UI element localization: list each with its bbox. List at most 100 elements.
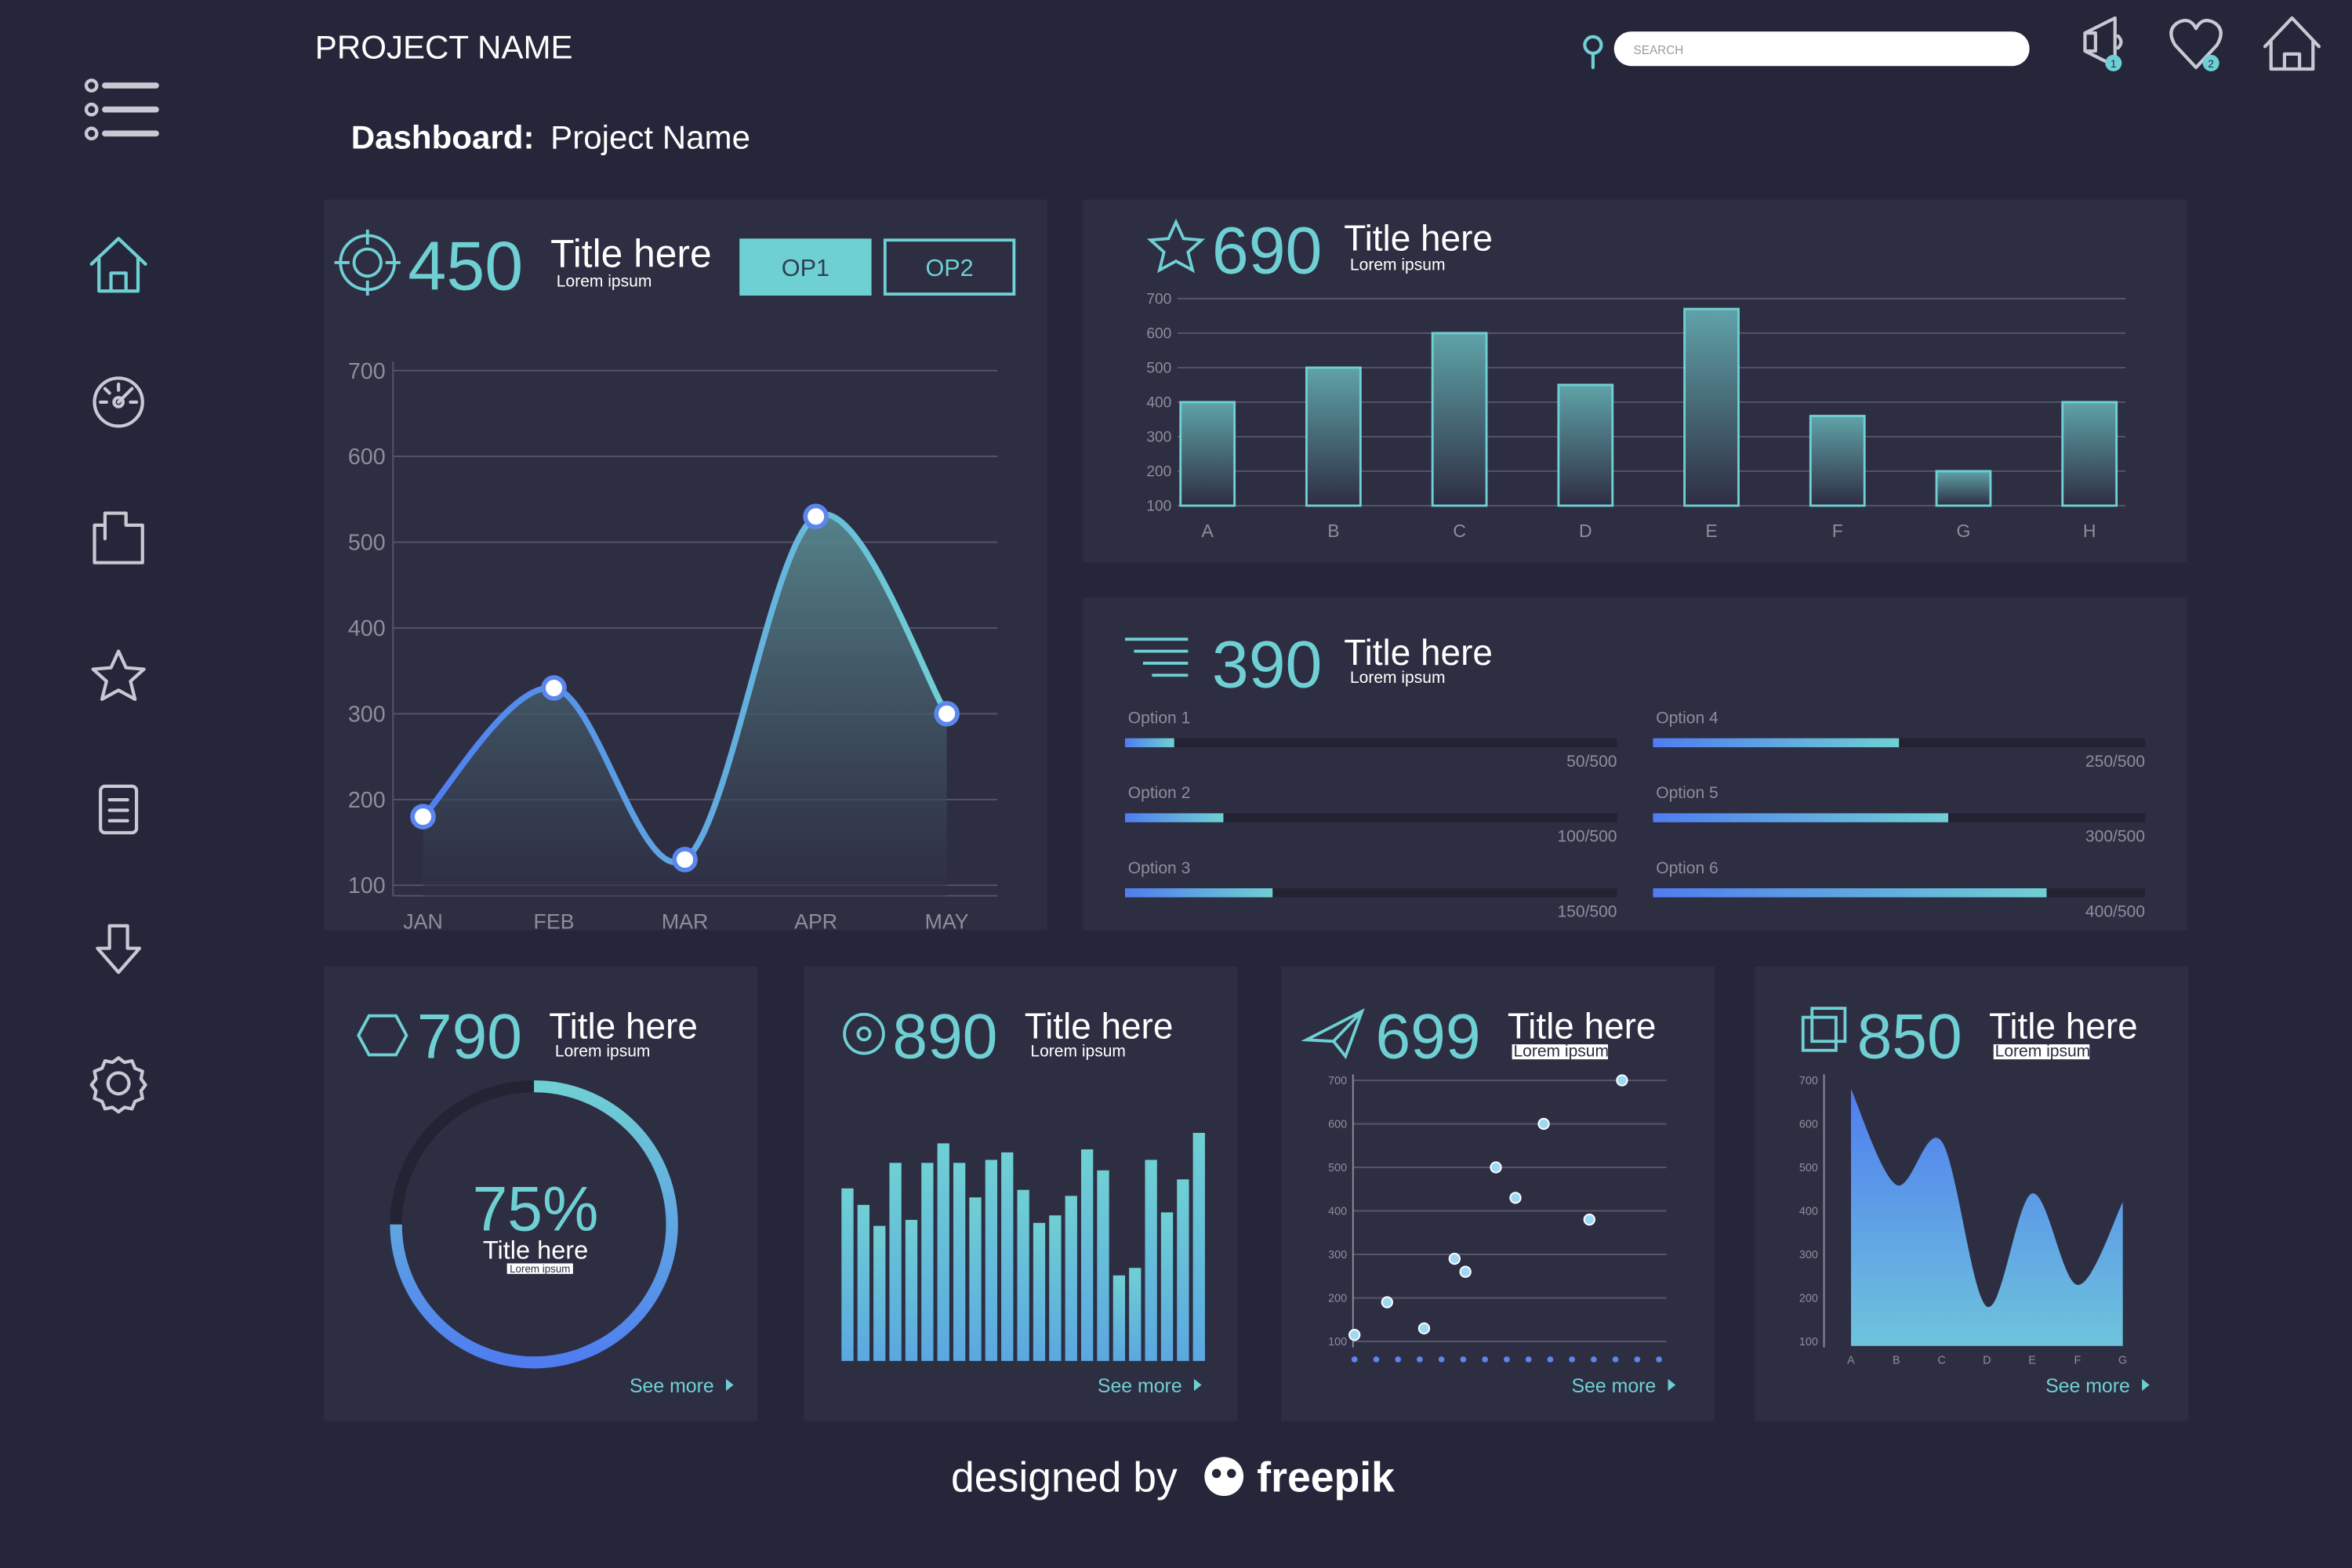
kpi-value: 390 [1212, 628, 1322, 702]
favorites-nav-icon[interactable] [91, 649, 146, 701]
option-button[interactable] [739, 238, 872, 296]
card-title: Title here [1989, 1005, 2138, 1046]
point [1509, 1192, 1522, 1204]
card-subtitle: Lorem ipsum [1030, 1042, 1126, 1060]
point [1448, 1252, 1461, 1265]
kpi-value: 850 [1857, 1001, 1962, 1072]
y-tick-label: 100 [1146, 499, 1171, 515]
kpi-value: 890 [892, 1001, 997, 1072]
progress-value: 300/500 [2085, 828, 2145, 846]
x-tick-dot [1351, 1356, 1358, 1363]
x-tick-label: E [2028, 1355, 2036, 1367]
y-tick-label: 400 [1328, 1206, 1347, 1218]
progress-bar [1124, 738, 1174, 748]
y-tick-label: 200 [348, 788, 386, 813]
donut-subtitle: Lorem ipsum [510, 1263, 570, 1275]
menu-icon[interactable] [84, 78, 159, 141]
progress-bar [1653, 813, 1948, 822]
dashboard-nav-icon[interactable] [93, 376, 144, 428]
search-placeholder: SEARCH [1634, 44, 1684, 57]
donut-arc [390, 1080, 678, 1369]
point [1616, 1074, 1628, 1087]
area [1850, 1089, 2123, 1346]
footer-brand[interactable]: freepik [1257, 1454, 1395, 1501]
footer-text: designed by [951, 1454, 1178, 1501]
option-label: Option 3 [1128, 859, 1191, 877]
progress-value: 100/500 [1557, 828, 1617, 846]
point [1381, 1296, 1393, 1308]
search-input[interactable] [1613, 31, 2030, 67]
bar [905, 1219, 918, 1361]
option-label: Option 1 [1128, 709, 1191, 727]
breadcrumb-label: Dashboard: [351, 118, 535, 155]
bar [873, 1225, 886, 1361]
bar [1305, 366, 1362, 507]
bar [1049, 1215, 1062, 1361]
point [1348, 1329, 1361, 1341]
card-subtitle: Lorem ipsum [555, 1042, 651, 1060]
x-tick-dot [1525, 1356, 1532, 1363]
x-tick-dot [1482, 1356, 1488, 1363]
see-more-link[interactable]: See more [1098, 1375, 1182, 1397]
favorites-icon[interactable] [2169, 19, 2223, 70]
layers-icon [1801, 1007, 1847, 1052]
bar [1809, 415, 1866, 507]
settings-nav-icon[interactable] [89, 1056, 147, 1114]
point [1459, 1265, 1472, 1278]
progress-track [1124, 738, 1617, 748]
bar [1557, 383, 1614, 507]
card-subtitle: Lorem ipsum [1350, 256, 1446, 274]
bar [1017, 1189, 1029, 1361]
x-tick-label: A [1847, 1355, 1855, 1367]
donut-value: 75% [473, 1174, 599, 1244]
bar [937, 1143, 949, 1361]
y-tick-label: 400 [1799, 1206, 1818, 1218]
line [420, 511, 949, 866]
x-tick-label: F [2074, 1355, 2081, 1367]
bar [1112, 1275, 1126, 1361]
bar [969, 1197, 982, 1361]
x-tick-label: B [1893, 1355, 1900, 1367]
bar [1431, 332, 1488, 507]
subtitle-bg [1993, 1044, 2090, 1060]
y-tick-label: 700 [1799, 1075, 1818, 1087]
projects-nav-icon[interactable] [93, 511, 144, 564]
card [1083, 199, 2187, 563]
option-button-label[interactable]: OP2 [925, 255, 973, 281]
card-subtitle: Lorem ipsum [557, 273, 652, 291]
progress-bar [1124, 888, 1273, 898]
see-more-link[interactable]: See more [1571, 1375, 1656, 1397]
bar [1160, 1212, 1174, 1361]
card-subtitle: Lorem ipsum [1513, 1042, 1609, 1060]
option-button[interactable] [883, 238, 1016, 296]
breadcrumb-page: Project Name [550, 118, 750, 155]
progress-bar [1653, 738, 1900, 748]
x-tick-label: FEB [534, 910, 575, 934]
home-icon[interactable] [2263, 16, 2321, 71]
bar [841, 1188, 854, 1361]
bar [1097, 1170, 1109, 1361]
home-nav-icon[interactable] [89, 237, 147, 293]
sidebar [84, 78, 159, 1114]
card-title: Title here [550, 232, 712, 276]
download-nav-icon[interactable] [96, 924, 142, 975]
card-title: Title here [1508, 1005, 1657, 1046]
progress-track [1124, 888, 1617, 898]
see-more-link[interactable]: See more [630, 1375, 714, 1397]
option-label: Option 2 [1128, 784, 1191, 802]
card-title: Title here [1025, 1005, 1174, 1046]
card-subtitle: Lorem ipsum [1350, 669, 1446, 687]
x-tick-dot [1460, 1356, 1467, 1363]
see-more-link[interactable]: See more [2045, 1375, 2130, 1397]
x-tick-label: G [2118, 1355, 2127, 1367]
y-tick-label: 100 [348, 873, 386, 898]
y-tick-label: 500 [1328, 1162, 1347, 1174]
y-tick-label: 200 [1799, 1293, 1818, 1305]
y-tick-label: 200 [1328, 1293, 1347, 1305]
bar [1177, 1179, 1189, 1361]
x-tick-label: C [1937, 1355, 1945, 1367]
bar [1683, 307, 1740, 507]
documents-nav-icon[interactable] [99, 784, 139, 835]
option-button-label[interactable]: OP1 [782, 255, 829, 281]
